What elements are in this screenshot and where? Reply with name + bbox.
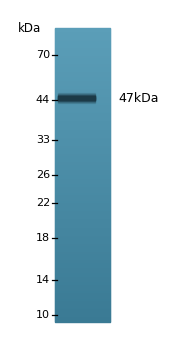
Text: 47kDa: 47kDa xyxy=(118,92,159,104)
Text: 18: 18 xyxy=(36,233,50,243)
Text: kDa: kDa xyxy=(18,22,41,35)
Text: 14: 14 xyxy=(36,275,50,285)
Text: 22: 22 xyxy=(36,198,50,208)
Text: 10: 10 xyxy=(36,310,50,320)
Text: 26: 26 xyxy=(36,170,50,180)
Text: 44: 44 xyxy=(36,95,50,105)
Text: 33: 33 xyxy=(36,135,50,145)
Text: 70: 70 xyxy=(36,50,50,60)
